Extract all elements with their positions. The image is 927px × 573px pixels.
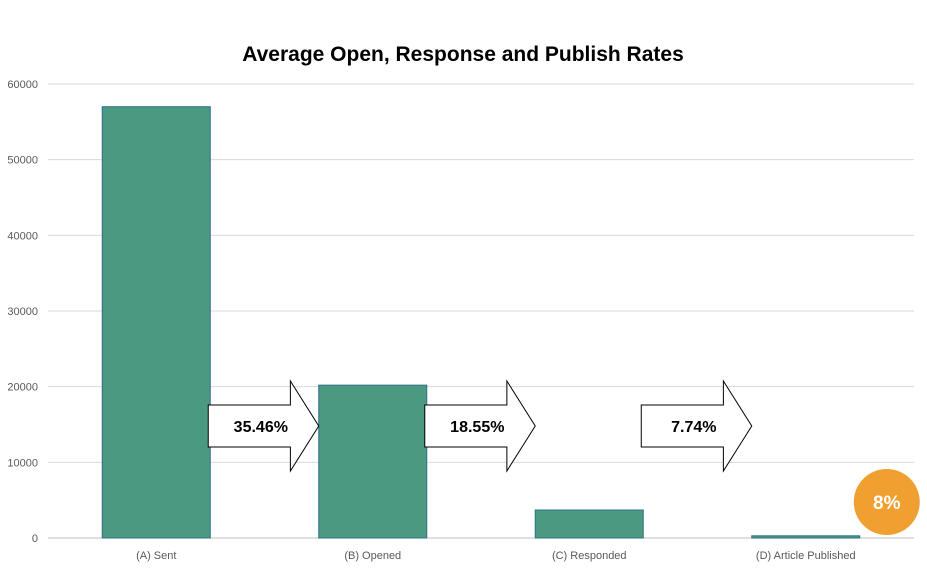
y-axis-ticks: 0 10000 20000 30000 40000 50000 60000	[7, 79, 38, 545]
rate-badge: 8%	[853, 469, 920, 535]
bar	[318, 384, 428, 539]
rate-arrow-label: 7.74%	[671, 419, 716, 436]
y-tick-label: 40000	[7, 230, 38, 242]
bar	[534, 509, 644, 539]
y-tick-label: 20000	[7, 382, 38, 394]
bars	[101, 106, 861, 539]
chart-title: Average Open, Response and Publish Rates	[242, 43, 684, 66]
x-tick-label: (A) Sent	[136, 550, 176, 562]
rate-arrow	[207, 379, 320, 473]
bar	[751, 535, 861, 539]
y-tick-label: 30000	[7, 306, 38, 318]
rate-badge-circle	[853, 469, 920, 535]
rate-arrows: 35.46% 18.55% 7.74%	[207, 379, 753, 473]
bar	[101, 106, 211, 539]
x-tick-label: (B) Opened	[344, 550, 401, 562]
rate-arrow-label: 35.46%	[234, 419, 288, 436]
x-axis-ticks: (A) Sent (B) Opened (C) Responded (D) Artic…	[136, 550, 856, 562]
rate-badge-label: 8%	[873, 493, 901, 514]
rate-arrow	[640, 379, 753, 473]
x-tick-label: (C) Responded	[552, 550, 627, 562]
y-tick-label: 10000	[7, 457, 38, 469]
rate-arrow	[424, 379, 536, 473]
y-tick-label: 60000	[7, 79, 38, 91]
x-tick-label: (D) Article Published	[756, 550, 856, 562]
rate-arrow-label: 18.55%	[450, 419, 504, 436]
y-tick-label: 50000	[7, 155, 38, 167]
y-tick-label: 0	[32, 533, 38, 545]
